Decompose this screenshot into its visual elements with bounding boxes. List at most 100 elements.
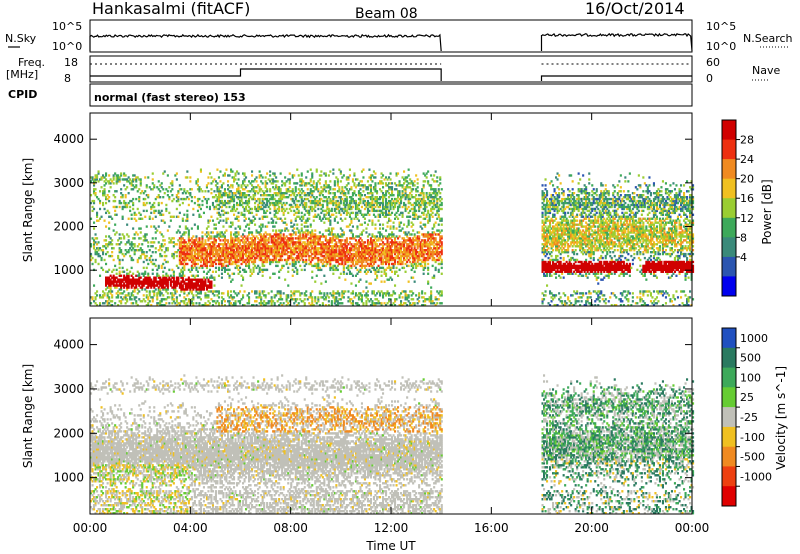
heatmap-cell (357, 203, 360, 207)
heatmap-cell (231, 184, 234, 187)
heatmap-cell (192, 284, 195, 287)
heatmap-cell (223, 192, 226, 195)
heatmap-cell (251, 237, 254, 240)
heatmap-cell (273, 249, 276, 252)
heatmap-cell (294, 186, 297, 189)
heatmap-cell (144, 270, 147, 273)
heatmap-cell (258, 254, 261, 258)
heatmap-cell (371, 221, 374, 224)
heatmap-cell (124, 178, 127, 181)
heatmap-cell (377, 270, 380, 273)
heatmap-cell (320, 245, 323, 248)
heatmap-cell (321, 209, 324, 213)
heatmap-cell (181, 241, 184, 244)
heatmap-cell (335, 252, 338, 256)
heatmap-cell (220, 276, 223, 279)
heatmap-cell (220, 302, 223, 305)
heatmap-cell (165, 188, 168, 191)
heatmap-cell (318, 174, 321, 177)
heatmap-cell (305, 252, 308, 256)
heatmap-cell (211, 300, 214, 303)
heatmap-cell (213, 284, 216, 287)
heatmap-cell (391, 294, 394, 297)
heatmap-cell (341, 186, 344, 189)
heatmap-cell (243, 207, 246, 211)
heatmap-cell (234, 192, 237, 195)
heatmap-cell (300, 174, 303, 177)
heatmap-cell (360, 300, 363, 303)
heatmap-cell (120, 192, 123, 195)
heatmap-cell (123, 290, 126, 293)
heatmap-cell (205, 296, 208, 299)
heatmap-cell (118, 201, 121, 205)
heatmap-cell (93, 241, 96, 244)
heatmap-cell (217, 292, 220, 295)
heatmap-cell (184, 197, 187, 201)
heatmap-cell (219, 239, 222, 242)
heatmap-cell (242, 276, 245, 279)
heatmap-cell (148, 278, 151, 281)
heatmap-cell (142, 260, 145, 264)
heatmap-cell (300, 172, 303, 175)
heatmap-cell (356, 235, 359, 238)
heatmap-cell (150, 254, 153, 258)
heatmap-cell (193, 241, 196, 244)
heatmap-cell (263, 258, 266, 262)
heatmap-cell (389, 205, 392, 209)
heatmap-cell (94, 180, 97, 183)
heatmap-cell (141, 252, 144, 256)
heatmap-cell (223, 203, 226, 207)
heatmap-cell (251, 247, 254, 250)
heatmap-cell (392, 290, 395, 293)
heatmap-cell (345, 272, 348, 275)
heatmap-cell (336, 235, 339, 238)
heatmap-cell (389, 227, 392, 230)
heatmap-cell (363, 251, 366, 254)
heatmap-cell (196, 225, 199, 228)
heatmap-cell (279, 292, 282, 295)
heatmap-cell (228, 247, 231, 250)
heatmap-cell (284, 278, 287, 281)
heatmap-cell (225, 247, 228, 250)
heatmap-cell (242, 213, 245, 216)
heatmap-cell (236, 251, 239, 254)
heatmap-cell (380, 302, 383, 305)
heatmap-cell (186, 284, 189, 287)
heatmap-cell (181, 219, 184, 222)
heatmap-cell (303, 207, 306, 211)
heatmap-cell (374, 223, 377, 226)
heatmap-cell (126, 274, 129, 277)
heatmap-cell (389, 233, 392, 236)
heatmap-cell (91, 256, 94, 260)
heatmap-cell (139, 182, 142, 185)
heatmap-cell (217, 302, 220, 305)
heatmap-cell (189, 176, 192, 179)
heatmap-cell (180, 290, 183, 293)
heatmap-cell (371, 194, 374, 197)
heatmap-cell (202, 211, 205, 215)
heatmap-cell (366, 247, 369, 250)
heatmap-cell (318, 304, 321, 307)
heatmap-cell (369, 241, 372, 244)
heatmap-cell (270, 194, 273, 197)
heatmap-cell (338, 201, 341, 205)
heatmap-cell (183, 268, 186, 272)
heatmap-cell (345, 239, 348, 242)
heatmap-cell (327, 201, 330, 205)
heatmap-cell (333, 296, 336, 299)
heatmap-cell (210, 286, 213, 289)
heatmap-cell (133, 249, 136, 252)
heatmap-cell (284, 252, 287, 256)
heatmap-cell (366, 199, 369, 203)
heatmap-cell (398, 192, 401, 195)
heatmap-cell (335, 292, 338, 295)
heatmap-cell (365, 302, 368, 305)
heatmap-cell (394, 182, 397, 185)
heatmap-cell (323, 254, 326, 258)
heatmap-cell (356, 217, 359, 220)
heatmap-cell (291, 188, 294, 191)
heatmap-cell (255, 256, 258, 260)
heatmap-cell (189, 188, 192, 191)
heatmap-cell (239, 254, 242, 258)
heatmap-cell (208, 172, 211, 175)
